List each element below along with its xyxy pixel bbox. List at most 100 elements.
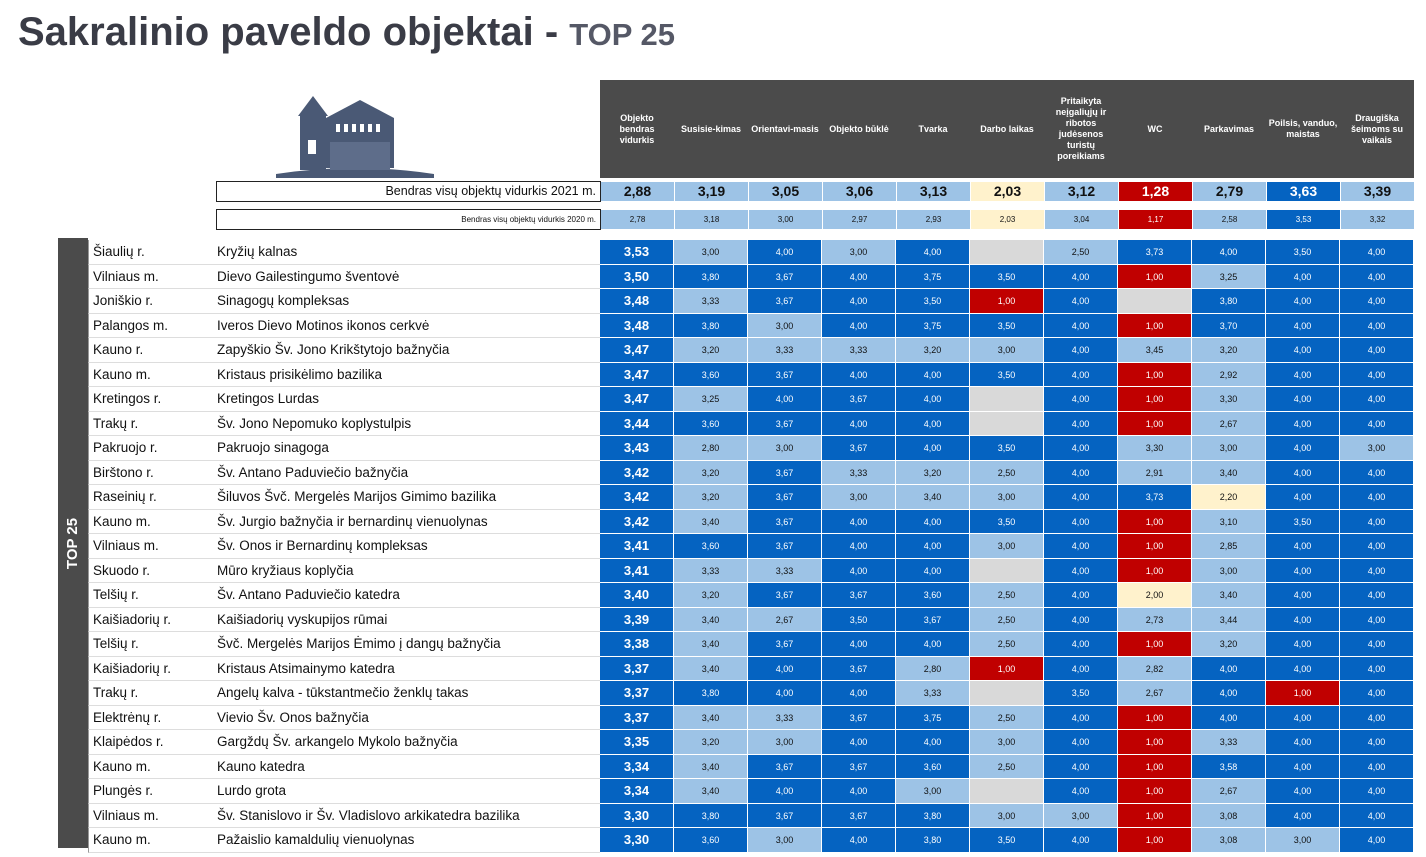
row-score: 3,60 [674,828,748,853]
row-score: 4,00 [1266,338,1340,363]
row-score: 3,67 [748,460,822,485]
row-object-name: Angelų kalva - tūkstantmečio ženklų taka… [213,681,600,706]
row-score: 3,20 [674,583,748,608]
row-score: 4,00 [1192,240,1266,265]
row-score: 4,00 [1044,436,1118,461]
column-header: Parkavimas [1192,80,1268,178]
avg2021-value: 3,06 [823,181,897,202]
row-score: 4,00 [1044,656,1118,681]
row-region: Kauno m. [88,509,213,534]
column-header: WC [1118,80,1194,178]
row-score: 4,00 [1266,632,1340,657]
row-score [970,387,1044,412]
table-row: Plungės r. Lurdo grota 3,34 3,40 4,00 4,00 3,0… [88,779,1418,804]
avg2021-value: 2,03 [971,181,1045,202]
row-score: 4,00 [1044,583,1118,608]
row-object-name: Kristaus prisikėlimo bazilika [213,363,600,387]
row-score: 3,40 [674,607,748,632]
row-score: 4,00 [1340,338,1414,363]
avg2020-value: 2,03 [971,209,1045,230]
avg-2020-label: Bendras visų objektų vidurkis 2020 m. [216,209,601,230]
row-score [970,779,1044,804]
row-average-score: 3,37 [600,705,674,730]
row-score: 4,00 [822,558,896,583]
row-score: 4,00 [1340,730,1414,755]
table-row: Šiaulių r. Kryžių kalnas 3,53 3,00 4,00 3,00 4… [88,240,1418,265]
row-score: 4,00 [1044,779,1118,804]
row-score: 3,00 [822,485,896,510]
row-average-score: 3,38 [600,632,674,657]
row-average-score: 3,43 [600,436,674,461]
avg2021-value: 3,05 [749,181,823,202]
row-score: 4,00 [1044,828,1118,853]
row-average-score: 3,53 [600,240,674,265]
row-score: 3,00 [970,485,1044,510]
row-score: 4,00 [1266,411,1340,436]
row-score: 2,80 [896,656,970,681]
row-score: 4,00 [1044,460,1118,485]
avg2020-value: 2,58 [1193,209,1267,230]
avg2020-value: 3,04 [1045,209,1119,230]
row-score: 3,73 [1118,485,1192,510]
ranking-table: Šiaulių r. Kryžių kalnas 3,53 3,00 4,00 3,00 4… [88,240,1418,853]
row-object-name: Šv. Onos ir Bernardinų kompleksas [213,534,600,559]
column-header: Poilsis, vanduo, maistas [1266,80,1342,178]
row-score: 3,50 [896,289,970,314]
row-object-name: Švč. Mergelės Marijos Ėmimo į dangų bažn… [213,632,600,657]
row-score: 3,33 [1192,730,1266,755]
avg2020-value: 2,78 [601,209,675,230]
row-score: 4,00 [1192,681,1266,706]
row-score: 4,00 [822,779,896,804]
row-object-name: Šiluvos Švč. Mergelės Marijos Gimimo baz… [213,485,600,510]
row-region: Trakų r. [88,681,213,706]
table-row: Vilniaus m. Šv. Stanislovo ir Šv. Vladisl… [88,803,1418,828]
row-average-score: 3,47 [600,387,674,412]
avg2020-value: 3,18 [675,209,749,230]
column-header: Tvarka [896,80,972,178]
row-score: 2,73 [1118,607,1192,632]
avg2020-value: 2,93 [897,209,971,230]
row-score: 4,00 [1266,534,1340,559]
row-score: 3,40 [674,632,748,657]
row-score: 4,00 [1266,730,1340,755]
row-score: 3,60 [674,534,748,559]
row-score: 4,00 [1044,632,1118,657]
row-score: 3,00 [896,779,970,804]
row-score: 3,60 [896,754,970,779]
row-object-name: Šv. Jurgio bažnyčia ir bernardinų vienuo… [213,510,600,534]
row-score: 3,08 [1192,803,1266,828]
row-score: 3,80 [674,313,748,338]
row-score: 3,80 [896,803,970,828]
row-score: 3,00 [822,240,896,265]
avg2021-value: 3,13 [897,181,971,202]
row-score: 3,67 [748,803,822,828]
row-score: 1,00 [1118,754,1192,779]
row-score: 4,00 [1340,558,1414,583]
row-score: 4,00 [1044,705,1118,730]
row-score: 2,20 [1192,485,1266,510]
row-score: 4,00 [822,681,896,706]
row-score: 3,67 [748,509,822,534]
row-score [970,681,1044,706]
row-score: 4,00 [1044,362,1118,387]
row-object-name: Dievo Gailestingumo šventovė [213,265,600,289]
top25-sidebar-label: TOP 25 [64,517,82,569]
row-score [970,558,1044,583]
row-region: Palangos m. [88,313,213,338]
row-score: 2,67 [1192,779,1266,804]
row-score: 4,00 [1266,264,1340,289]
row-score: 2,67 [1192,411,1266,436]
row-average-score: 3,30 [600,828,674,853]
row-score: 2,00 [1118,583,1192,608]
row-score: 4,00 [822,264,896,289]
row-score: 2,92 [1192,362,1266,387]
row-score: 4,00 [1340,460,1414,485]
row-score: 3,00 [748,828,822,853]
row-score [1118,289,1192,314]
row-score: 3,67 [822,583,896,608]
row-average-score: 3,34 [600,754,674,779]
row-region: Kauno m. [88,754,213,779]
table-row: Skuodo r. Mūro kryžiaus koplyčia 3,41 3,33 3… [88,558,1418,583]
row-average-score: 3,42 [600,485,674,510]
row-score: 4,00 [822,828,896,853]
